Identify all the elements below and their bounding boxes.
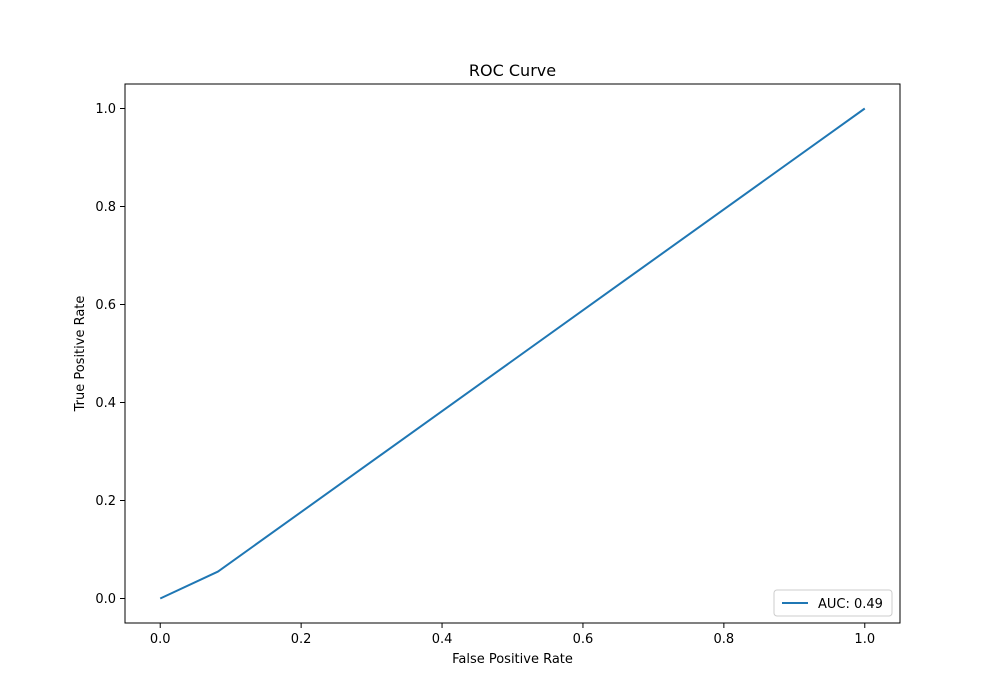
roc-series-line [159,107,866,600]
y-axis-label: True Positive Rate [73,296,88,413]
x-tick-label: 0.8 [714,632,735,647]
plot-area: 0.0 0.2 0.4 0.6 0.8 1.0 0.0 0.2 0.4 0.6 0.8 1.0 [95,83,901,647]
series-layer [159,107,866,600]
y-tick-label: 0.2 [95,494,116,509]
legend-box [773,589,893,617]
x-tick-label: 0.6 [573,632,594,647]
chart-title: ROC Curve [469,61,556,80]
plot-frame [124,83,901,624]
y-axis-ticks: 0.0 0.2 0.4 0.6 0.8 1.0 [95,102,125,607]
y-tick-label: 1.0 [95,102,116,117]
x-tick-label: 0.2 [291,632,312,647]
x-tick-label: 0.0 [150,632,171,647]
y-tick-label: 0.8 [95,200,116,215]
x-tick-label: 0.4 [432,632,453,647]
x-tick-label: 1.0 [854,632,875,647]
x-axis-label: False Positive Rate [452,652,573,667]
y-tick-label: 0.4 [95,396,116,411]
x-axis-ticks: 0.0 0.2 0.4 0.6 0.8 1.0 [150,623,875,647]
legend-label: AUC: 0.49 [818,597,883,612]
legend: AUC: 0.49 [773,589,893,617]
y-tick-label: 0.0 [95,592,116,607]
y-tick-label: 0.6 [95,298,116,313]
